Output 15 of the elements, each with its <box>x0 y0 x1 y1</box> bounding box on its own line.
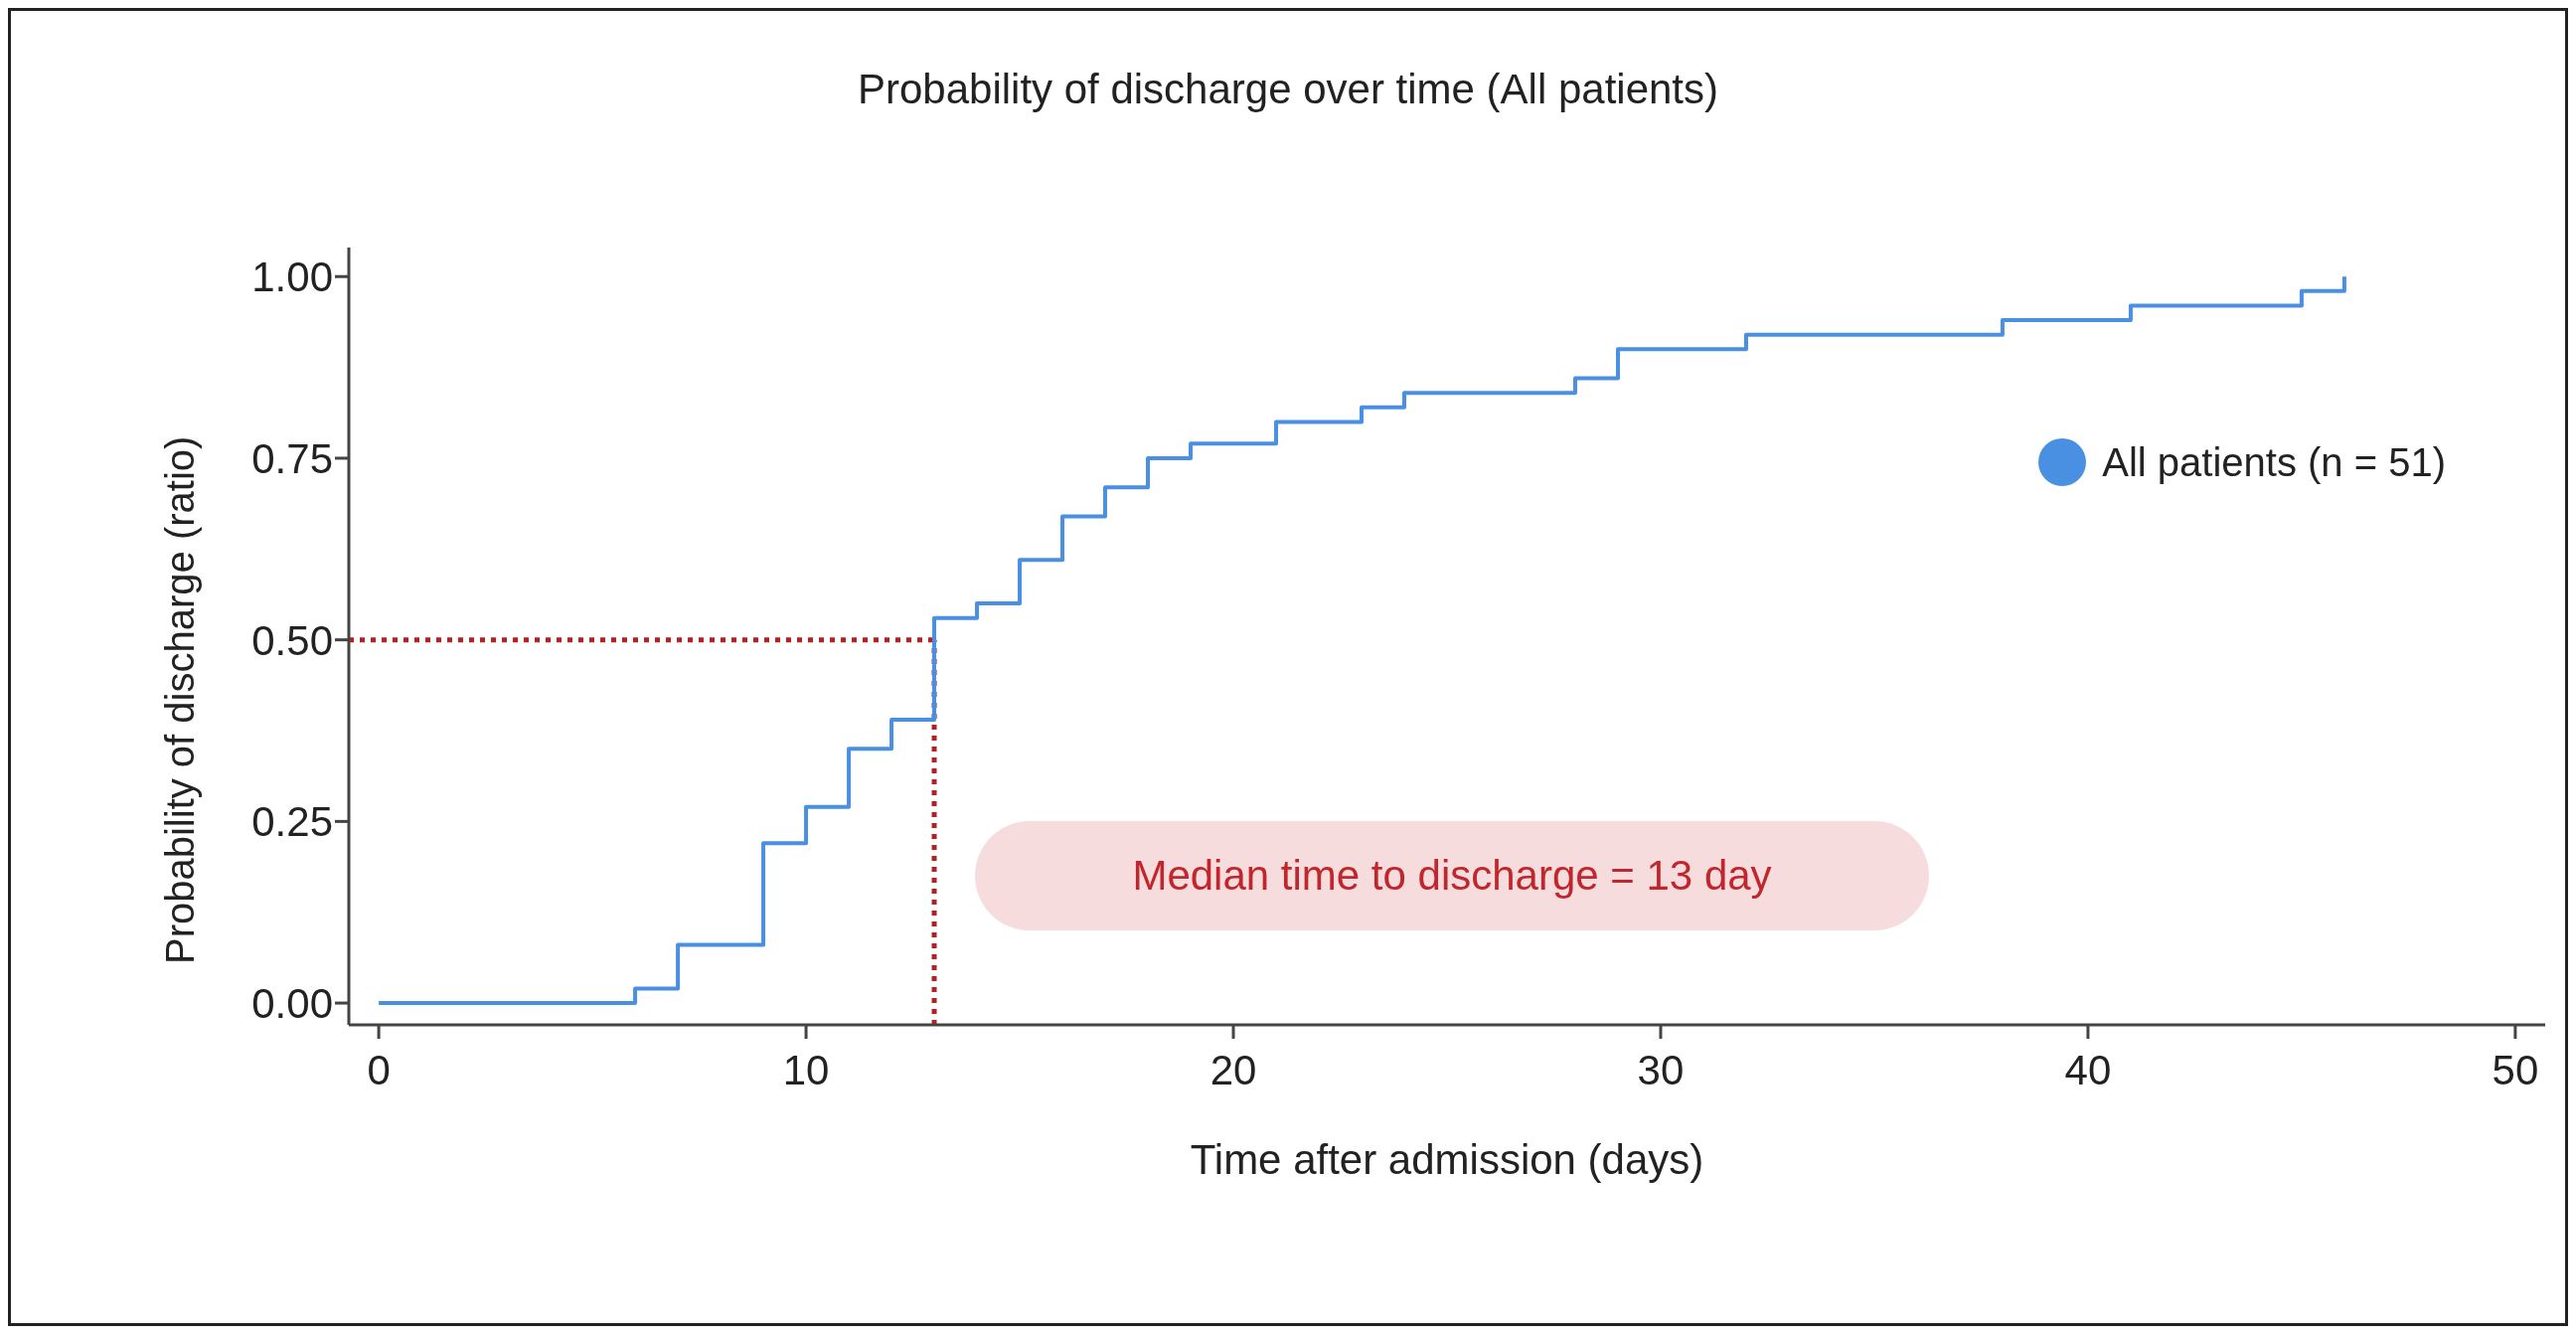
x-tick-label: 10 <box>782 1046 830 1093</box>
x-tick-label: 40 <box>2064 1046 2112 1093</box>
y-axis-title: Probability of discharge (ratio) <box>158 435 203 964</box>
y-tick-label: 0.50 <box>251 616 333 664</box>
y-tick-label: 0.00 <box>251 979 333 1027</box>
legend-label: All patients (n = 51) <box>2102 439 2446 485</box>
x-tick-label: 30 <box>1637 1046 1685 1093</box>
x-axis-title: Time after admission (days) <box>1190 1136 1704 1183</box>
x-tick-label: 0 <box>367 1046 391 1093</box>
y-tick-label: 1.00 <box>251 253 333 301</box>
x-tick-label: 50 <box>2492 1046 2539 1093</box>
y-tick-label: 0.25 <box>251 798 333 846</box>
x-tick-label: 20 <box>1209 1046 1257 1093</box>
chart-title: Probability of discharge over time (All patients) <box>856 66 1719 113</box>
y-tick-label: 0.75 <box>251 434 333 482</box>
